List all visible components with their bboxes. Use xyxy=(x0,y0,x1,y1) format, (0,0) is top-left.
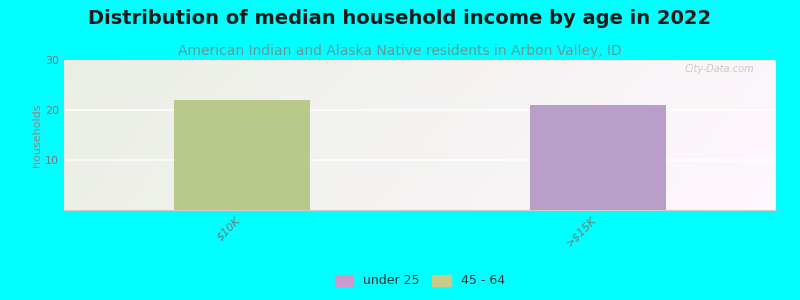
Text: City-Data.com: City-Data.com xyxy=(685,64,754,74)
Text: American Indian and Alaska Native residents in Arbon Valley, ID: American Indian and Alaska Native reside… xyxy=(178,44,622,58)
Y-axis label: households: households xyxy=(32,103,42,167)
Bar xyxy=(174,100,310,210)
Legend: under 25, 45 - 64: under 25, 45 - 64 xyxy=(329,268,511,294)
Bar xyxy=(530,105,666,210)
Text: Distribution of median household income by age in 2022: Distribution of median household income … xyxy=(89,9,711,28)
